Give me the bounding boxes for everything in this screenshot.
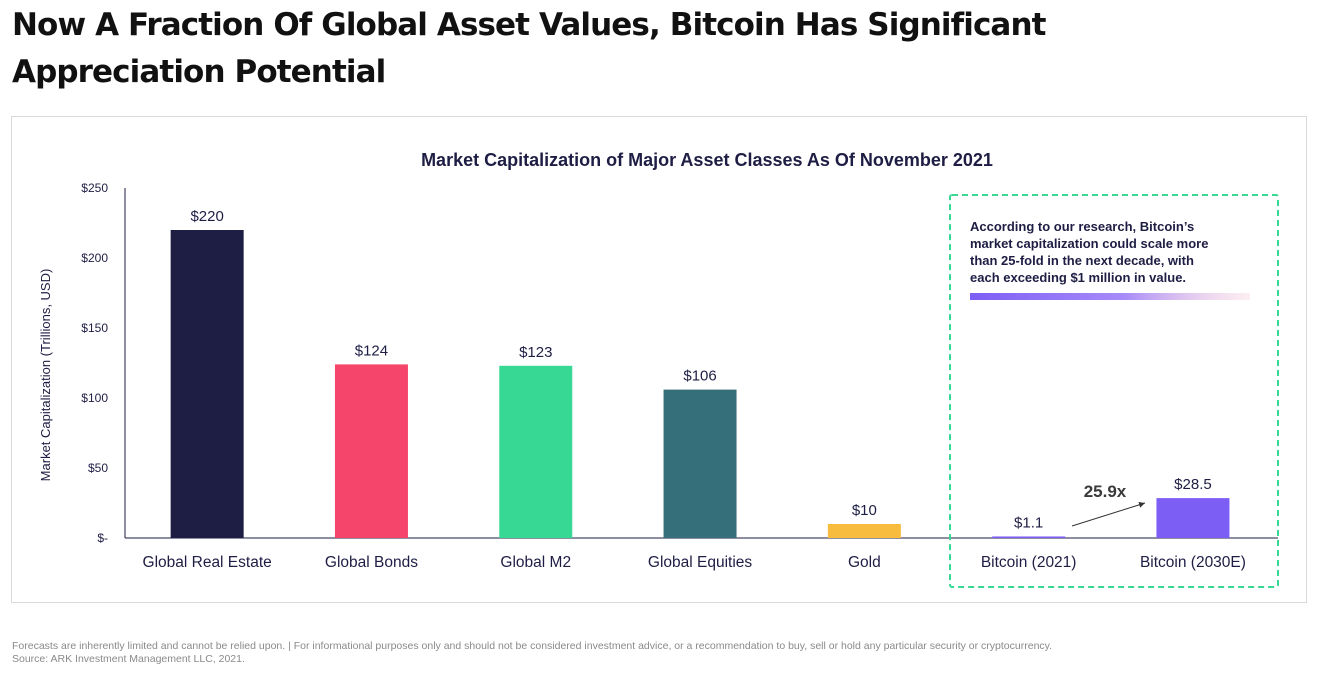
footer-source: Source: ARK Investment Management LLC, 2… (12, 653, 245, 665)
y-tick-label: $150 (81, 321, 108, 335)
x-tick-label: Global Equities (648, 554, 753, 571)
bar (499, 365, 573, 538)
growth-arrow (1071, 501, 1146, 527)
bar (170, 230, 244, 538)
page-title-line-2: Appreciation Potential (12, 54, 386, 90)
callout-text-line: each exceeding $1 million in value. (970, 270, 1186, 285)
bar-value-label: $10 (852, 502, 877, 519)
x-tick-label: Global Real Estate (143, 554, 272, 571)
bar-chart: Market Capitalization of Major Asset Cla… (38, 150, 1279, 588)
bar-value-label: $124 (355, 342, 388, 359)
bar (992, 536, 1066, 538)
x-tick-label: Bitcoin (2030E) (1140, 554, 1246, 571)
multiplier-label: 25.9x (1084, 482, 1127, 501)
y-tick-label: $- (97, 531, 108, 545)
bar-value-label: $220 (190, 208, 223, 225)
bar (827, 524, 901, 538)
bar-value-label: $28.5 (1174, 476, 1212, 493)
y-tick-label: $250 (81, 181, 108, 195)
x-tick-label: Global Bonds (325, 554, 418, 571)
x-tick-label: Gold (848, 554, 881, 571)
y-tick-label: $200 (81, 251, 108, 265)
x-tick-label: Global M2 (500, 554, 571, 571)
x-tick-label: Bitcoin (2021) (981, 554, 1077, 571)
footer-disclaimer: Forecasts are inherently limited and can… (12, 640, 1053, 652)
bar (663, 389, 737, 538)
footer: Forecasts are inherently limited and can… (12, 640, 1312, 666)
chart-title: Market Capitalization of Major Asset Cla… (421, 150, 993, 170)
page-title: Now A Fraction Of Global Asset Values, B… (12, 2, 1112, 96)
bar-value-label: $106 (683, 368, 716, 385)
chart-frame: Market Capitalization of Major Asset Cla… (11, 116, 1307, 603)
y-tick-label: $50 (88, 461, 108, 475)
bitcoin-highlight-box (949, 194, 1279, 588)
callout-underline (970, 293, 1250, 300)
y-axis-label: Market Capitalization (Trillions, USD) (38, 269, 53, 482)
y-tick-label: $100 (81, 391, 108, 405)
callout-text-line: According to our research, Bitcoin’s (970, 219, 1194, 234)
bar (334, 364, 408, 538)
bar (1156, 498, 1230, 538)
callout-text-line: than 25-fold in the next decade, with (970, 253, 1194, 268)
bar-value-label: $1.1 (1014, 514, 1043, 531)
bar-value-label: $123 (519, 344, 552, 361)
page-title-line-1: Now A Fraction Of Global Asset Values, B… (12, 7, 1046, 43)
callout-text-line: market capitalization could scale more (970, 236, 1208, 251)
